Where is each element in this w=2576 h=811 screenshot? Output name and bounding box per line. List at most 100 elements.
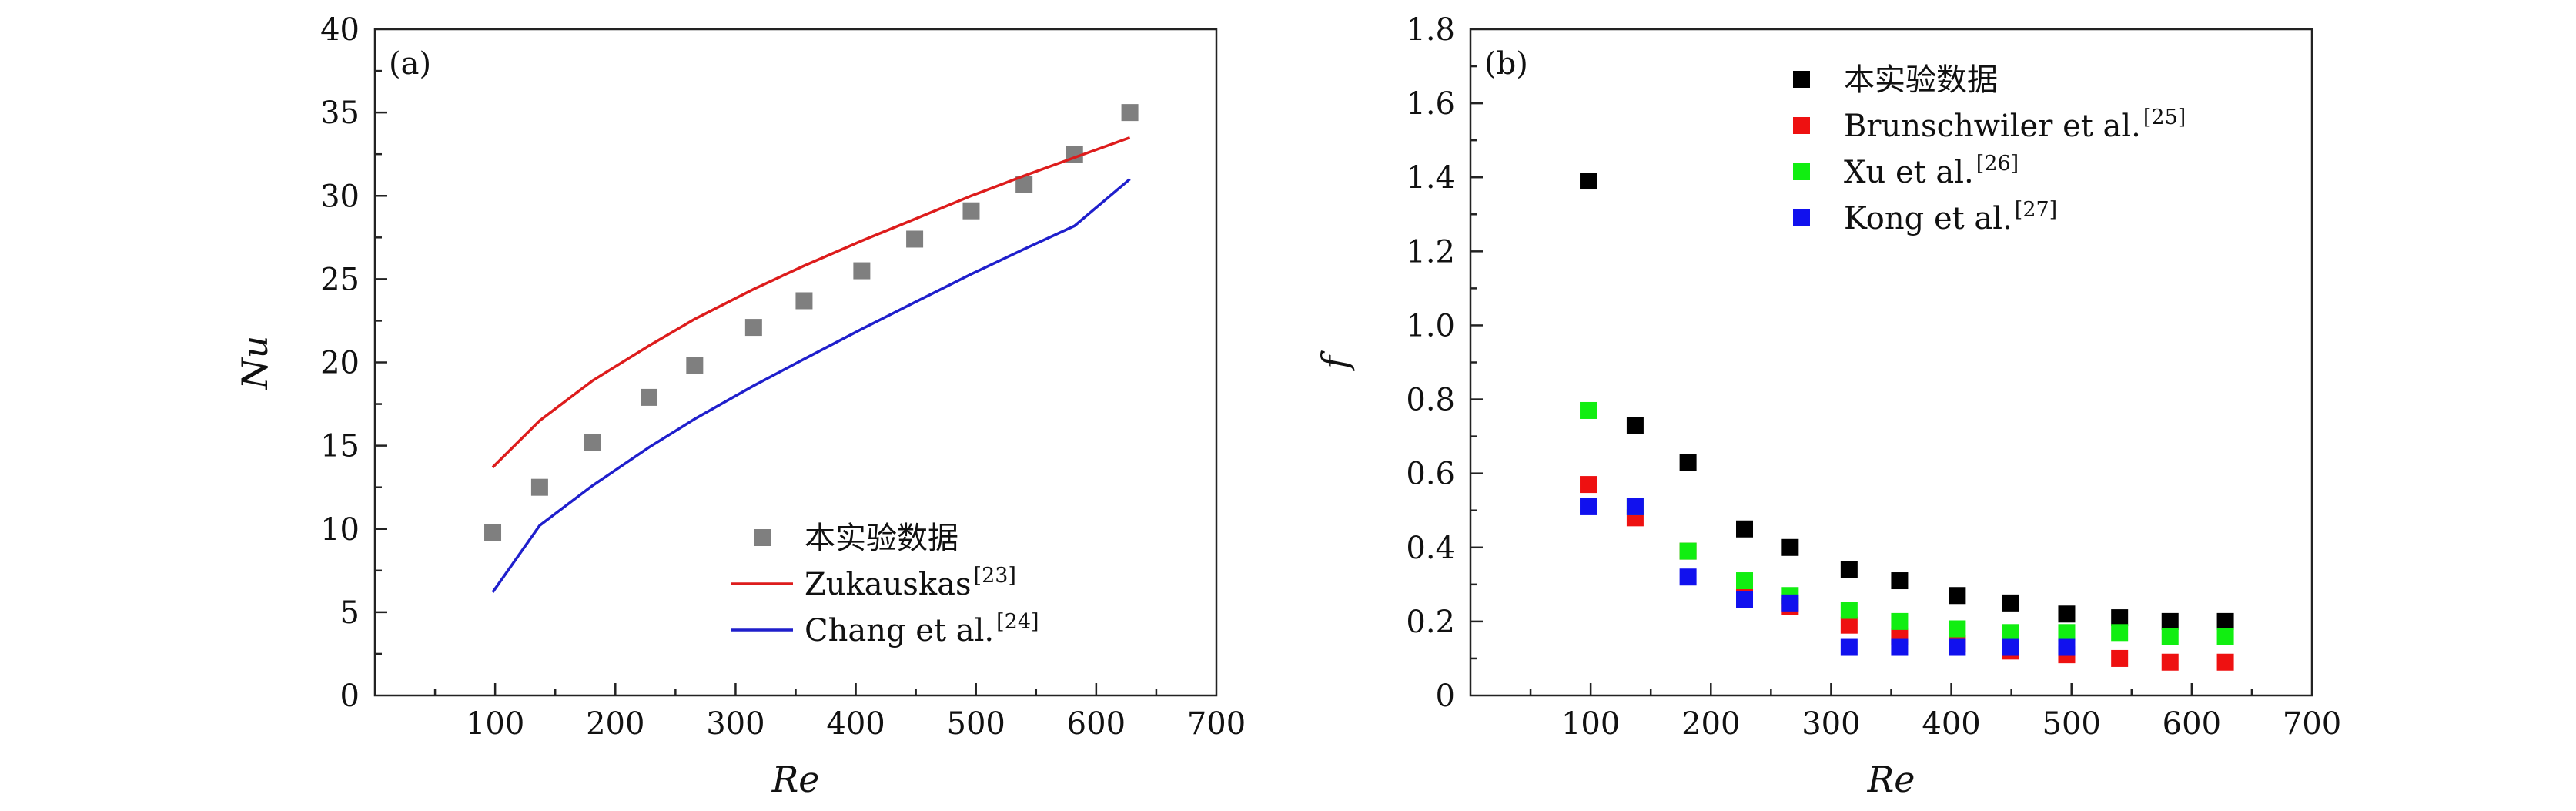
data-point <box>686 357 704 374</box>
data-point <box>1580 498 1597 515</box>
data-point <box>1840 561 1858 578</box>
legend-label: Brunschwiler et al. [25] <box>1844 106 2186 144</box>
x-tick-label: 600 <box>1067 706 1126 742</box>
data-point <box>1840 602 1858 619</box>
panel-label: (b) <box>1484 46 1528 82</box>
legend-label-text: Brunschwiler et al. <box>1844 109 2141 144</box>
y-tick-label: 30 <box>320 179 360 214</box>
data-point <box>2002 638 2019 656</box>
legend-label: Kong et al. [27] <box>1844 198 2057 236</box>
legend: 本实验数据 Zukauskas [23] Chang et al. [24] <box>731 521 1039 648</box>
y-axis-label: f <box>1314 350 1356 371</box>
legend-label-text: Kong et al. <box>1844 201 2012 236</box>
data-point <box>1891 638 1909 656</box>
data-point <box>1949 620 1966 638</box>
data-point <box>2058 638 2076 656</box>
x-tick-label: 500 <box>947 706 1005 742</box>
data-point <box>1580 401 1597 419</box>
x-tick-label: 500 <box>2042 706 2101 742</box>
y-tick-label: 1.2 <box>1406 234 1455 270</box>
data-point <box>1949 587 1966 605</box>
legend-marker-swatch <box>1793 163 1810 180</box>
data-point <box>1781 538 1799 556</box>
x-tick-label: 300 <box>706 706 764 742</box>
data-point <box>962 202 980 220</box>
data-point <box>1949 638 1966 656</box>
legend-label: Zukauskas [23] <box>805 564 1016 602</box>
data-point <box>2216 628 2234 645</box>
data-point <box>484 524 502 541</box>
y-tick-label: 40 <box>320 12 360 48</box>
data-point <box>795 292 813 310</box>
chart-panel-a: 100 200 300 400 500 600 700 0 5 10 15 20 25 30 35 40 Re N… <box>234 12 1246 800</box>
data-point <box>2111 624 2129 642</box>
x-axis-label: Re <box>1867 759 1915 800</box>
y-tick-label: 0.8 <box>1406 383 1455 418</box>
legend-citation: [27] <box>2015 198 2057 222</box>
x-tick-label: 700 <box>1187 706 1246 742</box>
series-2 <box>1580 401 2234 645</box>
series-1 <box>491 136 1131 468</box>
legend-citation: [26] <box>1976 152 2019 176</box>
data-point <box>1891 612 1909 630</box>
data-point <box>2161 653 2179 671</box>
legend-label-text: Xu et al. <box>1844 155 1974 190</box>
data-point <box>530 478 548 496</box>
y-tick-label: 0 <box>1436 679 1455 714</box>
data-point <box>2216 612 2234 630</box>
data-point <box>1736 520 1754 538</box>
data-point <box>2058 605 2076 623</box>
y-tick-label: 20 <box>320 346 360 381</box>
legend-marker-swatch <box>1793 209 1810 226</box>
data-point <box>584 434 601 451</box>
data-point <box>1626 417 1644 434</box>
data-point <box>1736 591 1754 608</box>
x-tick-label: 100 <box>1561 706 1620 742</box>
panel-label: (a) <box>389 46 431 82</box>
y-tick-label: 1.6 <box>1406 86 1455 122</box>
y-tick-label: 1.0 <box>1406 308 1455 344</box>
data-point <box>1580 476 1597 494</box>
y-tick-label: 35 <box>320 96 360 131</box>
chart-panel-b: 100 200 300 400 500 600 700 0 0.2 0.4 0.6 0.8 1.0 1.2… <box>1314 12 2341 800</box>
x-tick-label: 300 <box>1802 706 1860 742</box>
data-point <box>2161 612 2179 630</box>
y-tick-label: 0 <box>340 679 360 714</box>
x-tick-label: 700 <box>2283 706 2341 742</box>
y-tick-label: 0.2 <box>1406 605 1455 640</box>
series-0 <box>1580 173 2234 630</box>
y-axis-label: Nu <box>234 336 276 390</box>
x-tick-label: 100 <box>466 706 524 742</box>
data-point <box>2111 649 2129 667</box>
data-point <box>2002 594 2019 612</box>
legend-citation: [25] <box>2143 106 2186 129</box>
legend: 本实验数据 Brunschwiler et al. [25] Xu et al. [26… <box>1793 62 2186 236</box>
data-point <box>1679 568 1697 586</box>
data-point <box>1840 638 1858 656</box>
data-point <box>853 262 871 280</box>
legend-label: 本实验数据 <box>805 521 958 556</box>
data-point <box>2216 653 2234 671</box>
x-tick-label: 200 <box>586 706 644 742</box>
data-point <box>1626 498 1644 515</box>
legend-marker-swatch <box>754 529 771 546</box>
y-tick-label: 25 <box>320 262 360 297</box>
series-line <box>491 136 1131 468</box>
x-tick-label: 200 <box>1681 706 1740 742</box>
data-point <box>2161 628 2179 645</box>
legend-marker-swatch <box>1793 71 1810 88</box>
data-point <box>1015 176 1033 193</box>
series-0 <box>484 104 1139 541</box>
legend-label: Chang et al. [24] <box>805 610 1039 648</box>
legend-citation: [23] <box>974 564 1016 588</box>
y-tick-label: 15 <box>320 429 360 464</box>
legend-label-text: 本实验数据 <box>1844 62 1998 98</box>
data-point <box>1580 173 1597 190</box>
legend-label-text: Chang et al. <box>805 613 994 648</box>
data-point <box>906 230 924 248</box>
data-point <box>2111 609 2129 627</box>
legend-label: Xu et al. [26] <box>1844 152 2019 190</box>
y-tick-label: 1.8 <box>1406 12 1455 48</box>
legend-marker-swatch <box>1793 117 1810 134</box>
